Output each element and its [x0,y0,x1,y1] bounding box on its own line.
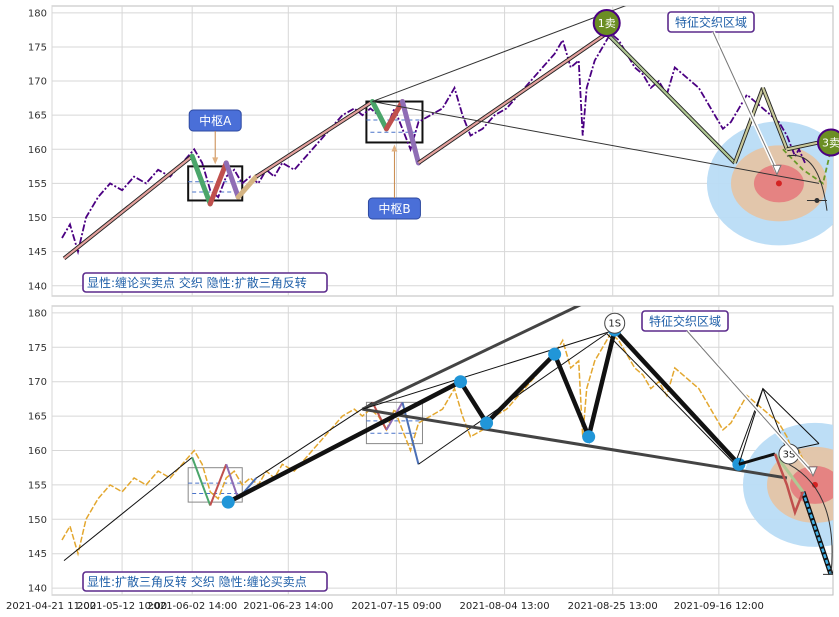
chart-caption: 显性:缠论买卖点 交织 隐性:扩散三角反转 [87,275,307,290]
zone-label-box [641,310,729,332]
triangle-vertex [454,375,468,389]
zone-label: 特征交织区域 [649,314,721,329]
y-tick-label: 170 [28,377,47,388]
y-tick-label: 175 [28,42,47,53]
y-tick-label: 170 [28,77,47,88]
bi-stroke-small [223,160,241,200]
bi-thin-stroke [63,456,193,561]
caption-box [82,272,328,293]
y-tick-label: 150 [28,213,47,224]
upper-breakout-line [738,387,820,465]
center-a-label: 中枢A [199,113,232,128]
zone-target-dot [775,180,782,187]
bi-thin-stroke [255,401,373,479]
chart-caption: 显性:扩散三角反转 交织 隐性:缠论买卖点 [87,574,307,589]
center-a-arrow-head [212,157,219,165]
center-b-arrow-head [391,144,398,152]
bi-stroke-small [399,99,421,166]
sub-stroke [773,453,805,517]
x-tick-label: 2021-08-04 13:00 [460,601,550,612]
y-tick-label: 145 [28,247,47,258]
sell-signal-label: 3S [783,449,796,460]
bi-stroke-small [207,160,229,207]
price-line [61,31,806,256]
zone-arrow-head [808,466,818,478]
y-tick-label: 175 [28,343,47,354]
bi-thin-stroke [209,463,228,506]
breakdown-line [801,491,833,575]
sell-signal-marker [592,9,621,38]
trend-lower-line [362,407,788,480]
top-chart-panel: 140 145 150 155 160 165 170 175 180 1卖 3卖 特征交织区域中枢A… [28,5,839,297]
sell-signal-label: 3卖 [822,136,839,149]
triangle-vertex [221,495,235,509]
y-tick-label: 145 [28,549,47,560]
trend-upper-line [361,306,582,411]
y-tick-label: 160 [28,446,47,457]
y-tick-label: 140 [28,281,47,292]
x-tick-label: 2021-09-16 12:00 [674,601,764,612]
y-tick-label: 180 [28,308,47,319]
bi-stroke [417,32,608,164]
zone-arrow [686,330,814,474]
sell-signal-marker [604,312,626,334]
triangle-inner-line [362,329,615,410]
y-tick-label: 150 [28,515,47,526]
breakdown-line [773,453,805,493]
bi-thin-stroke [734,388,764,465]
sell-signal-label: 1卖 [598,17,616,30]
zone-label: 特征交织区域 [675,15,747,30]
triangle-vertex [582,430,596,444]
x-tick-label: 2021-06-02 14:00 [147,601,237,612]
plot-frame [51,5,834,297]
triangle-vertex [480,416,494,430]
plot-layers [61,6,833,261]
bi-thin-stroke [225,463,240,499]
x-tick-label: 2021-08-25 13:00 [568,601,658,612]
y-tick-label: 140 [28,584,47,595]
y-tick-label: 165 [28,412,47,423]
zone-arrow [712,31,778,172]
bi-stroke-small [189,153,213,207]
bi-stroke [255,100,374,178]
x-tick-label: 2021-07-15 09:00 [351,601,441,612]
sell-signal-label: 1S [608,319,621,330]
y-tick-label: 180 [28,8,47,19]
bi-thin-stroke [371,401,388,431]
projection-arc [788,463,833,575]
bi-stroke-small [235,174,259,200]
y-tick-label: 155 [28,179,47,190]
zone-label-box [667,11,755,33]
y-tick-label: 160 [28,145,47,156]
bi-stroke-small [369,99,389,132]
breakdown-line [738,452,776,466]
triangle-vertex [548,347,562,361]
center-box [365,401,423,445]
y-tick-label: 165 [28,111,47,122]
center-b-label: 中枢B [378,201,410,216]
bi-stroke [733,87,764,164]
bi-thin-stroke [606,333,736,465]
center-box [365,100,424,144]
bi-stroke [786,141,820,151]
wedge-lower-line [372,101,820,184]
y-tick-label: 155 [28,480,47,491]
bi-stroke [63,155,193,260]
zone-arrow-head [772,164,782,176]
projection-arc [786,154,828,211]
bottom-chart-panel: 140 145 150 155 160 165 170 175 180 1S 3S 特征交织区域显性:… [28,305,834,596]
x-tick-label: 2021-05-12 10:00 [77,601,167,612]
projection-dashed [782,148,832,185]
x-tick-label: 2021-06-23 14:00 [243,601,333,612]
zone-target-dot [811,481,818,488]
bi-stroke [605,32,736,164]
sell-signal-marker [817,128,839,157]
caption-box [82,571,328,592]
bi-stroke [761,87,788,150]
bi-thin-stroke [191,457,212,506]
x-tick-label: 2021-04-21 11:00 [6,601,96,612]
